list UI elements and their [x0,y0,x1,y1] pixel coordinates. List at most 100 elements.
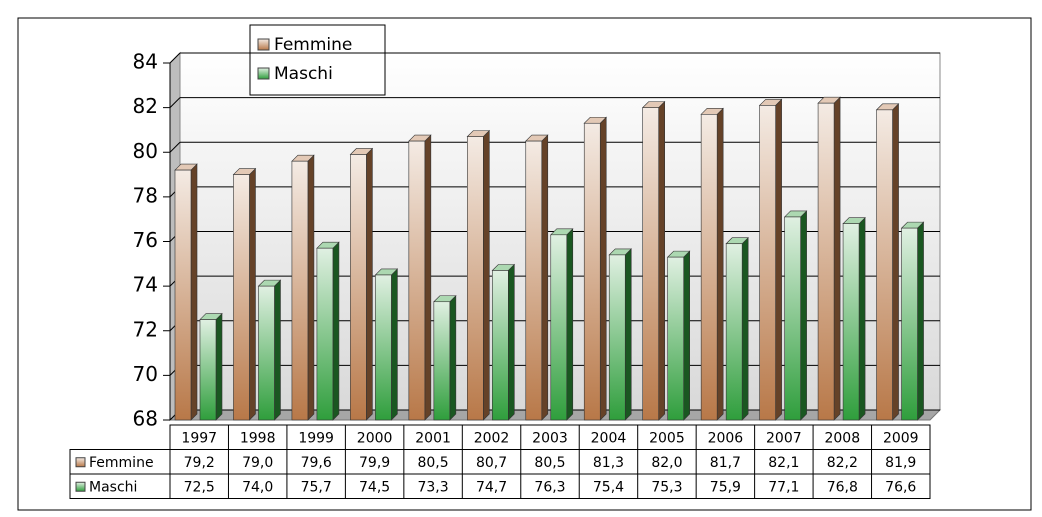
bar [316,247,334,421]
bar-side [775,98,782,421]
table-legend-marker [75,481,86,492]
bar [642,107,659,421]
bar [174,169,192,421]
bar-side [508,263,515,421]
bar-side [449,295,457,421]
bar [667,256,684,421]
x-tick-label: 2007 [766,430,802,446]
bar-side [858,216,866,421]
bar [784,216,801,421]
bar-side [917,221,924,421]
table-value: 74,5 [359,479,390,495]
table-value: 82,0 [651,455,682,471]
bar [842,223,860,421]
bar [583,122,601,421]
bar-side [249,167,256,421]
bar-side [658,100,665,421]
bar [817,102,835,421]
bar-side [483,129,490,421]
legend-marker [257,38,270,51]
grid-line [169,52,181,64]
y-tick-label: 74 [133,273,158,297]
bar-side [833,96,841,421]
table-value: 74,0 [242,479,273,495]
bar-side [424,134,432,421]
bar [901,227,918,421]
bar-side [391,268,398,421]
bar-side [566,228,574,421]
table-value: 75,9 [710,479,741,495]
x-tick-label: 2003 [532,430,568,446]
x-tick-label: 2000 [357,430,393,446]
bar [550,234,568,421]
x-tick-label: 1998 [240,430,276,446]
bar [608,254,626,421]
table-value: 82,2 [827,455,858,471]
y-tick-label: 76 [133,228,158,252]
bar [433,301,451,421]
bar [375,274,392,421]
table-value: 81,7 [710,455,741,471]
bar [492,270,509,421]
bar-side [741,237,749,421]
table-value: 76,8 [827,479,858,495]
table-value: 76,6 [885,479,916,495]
table-value: 82,1 [768,455,799,471]
bar-side [716,107,724,421]
table-value: 75,7 [301,479,332,495]
y-tick-label: 80 [133,139,158,163]
bar [199,319,217,421]
grid-line [169,141,181,153]
bar-side [307,154,315,421]
bar [525,140,543,421]
bar [350,154,367,421]
bar-side [599,116,607,421]
table-value: 81,3 [593,455,624,471]
table-value: 74,7 [476,479,507,495]
table-value: 72,5 [184,479,215,495]
bar [725,243,743,421]
legend-label: Maschi [274,64,333,84]
bar [258,285,275,421]
table-value: 80,5 [417,455,448,471]
table-value: 77,1 [768,479,799,495]
x-tick-label: 2009 [883,430,919,446]
table-value: 73,3 [417,479,448,495]
table-series-name: Femmine [89,455,154,471]
table-value: 79,9 [359,455,390,471]
x-tick-label: 1997 [181,430,217,446]
table-value: 80,7 [476,455,507,471]
y-tick-label: 68 [133,407,158,431]
bar-side [892,103,899,421]
bar-side [541,134,549,421]
bar-side [215,312,223,421]
y-tick-label: 78 [133,183,158,207]
table-value: 79,2 [184,455,215,471]
bar-side [274,279,281,421]
bar-side [800,210,807,421]
bar-side [190,163,198,421]
table-series-name: Maschi [89,479,137,495]
table-value: 75,3 [651,479,682,495]
x-tick-label: 2002 [474,430,510,446]
legend-label: Femmine [274,35,352,55]
bar [408,140,426,421]
x-tick-label: 2006 [708,430,744,446]
bar [233,174,250,421]
bar [876,109,893,421]
x-tick-label: 2001 [415,430,451,446]
x-tick-label: 1999 [298,430,334,446]
y-tick-label: 70 [133,362,158,386]
table-legend-marker [75,457,86,468]
x-tick-label: 2004 [591,430,627,446]
bar [759,105,776,421]
bar [700,114,718,421]
legend-marker [257,67,270,80]
grid-line [169,97,181,108]
bar [467,136,484,421]
bar-side [366,147,373,421]
table-value: 79,0 [242,455,273,471]
bar [291,160,309,421]
bar-side [683,250,690,421]
